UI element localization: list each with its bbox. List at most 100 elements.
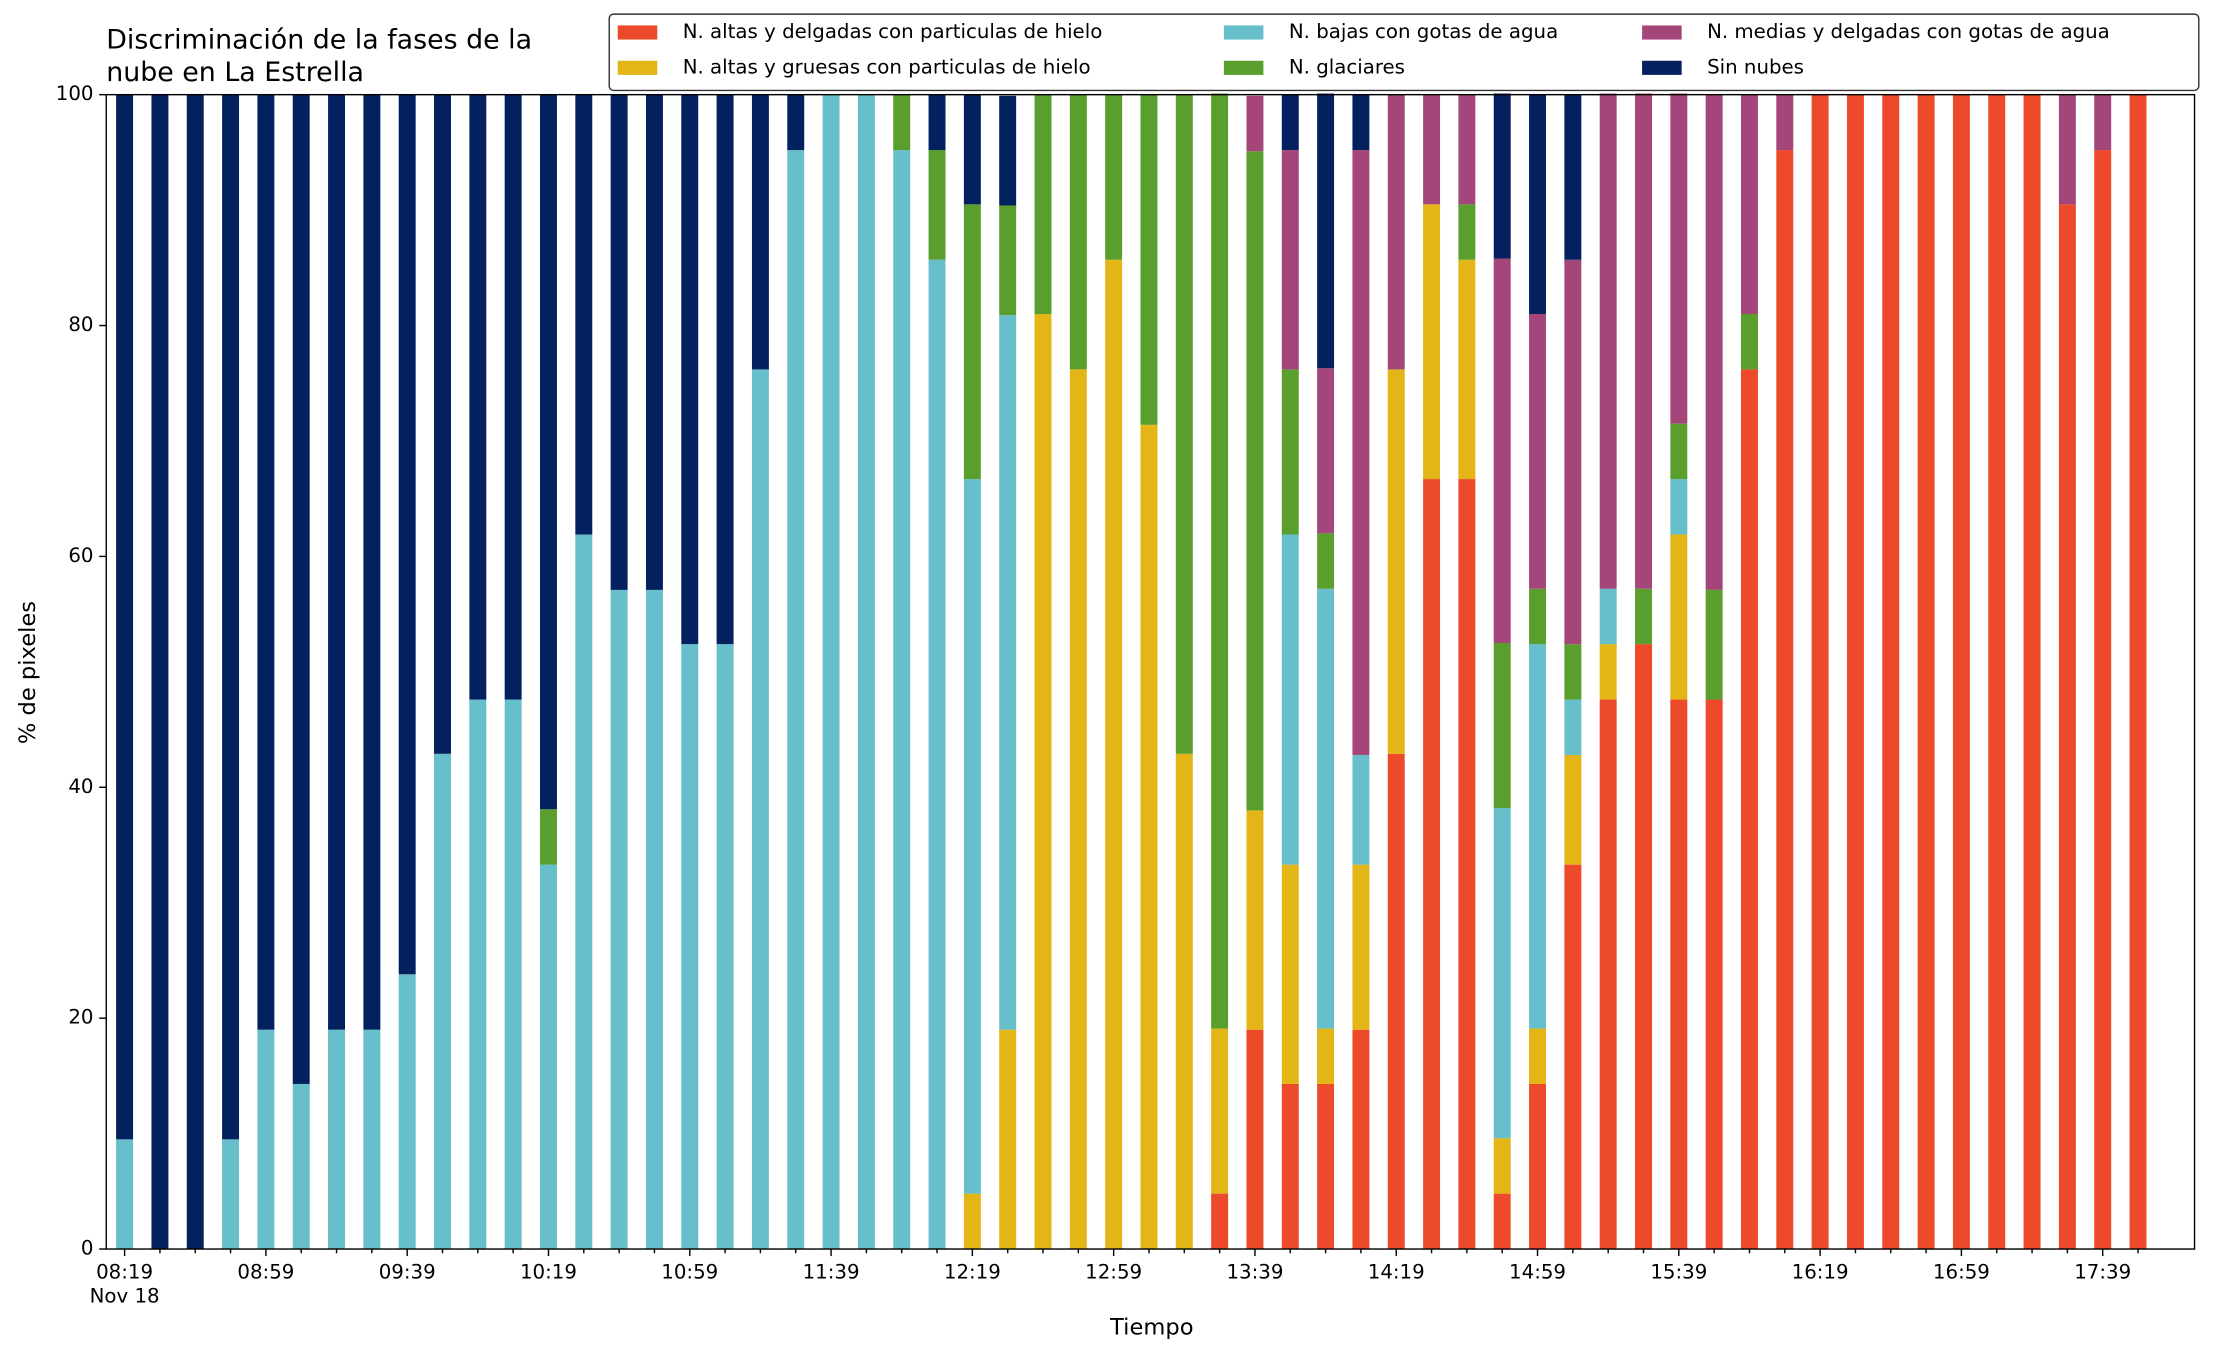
chart-title: nube en La Estrella (106, 57, 364, 88)
bar-segment (1246, 1029, 1264, 1250)
x-axis-title: Tiempo (1109, 1315, 1193, 1341)
x-tick-label: 17:39 (2074, 1261, 2131, 1284)
y-tick-label: 40 (68, 775, 93, 798)
bar-segment (2058, 204, 2076, 1250)
bar-segment (751, 94, 769, 370)
legend-label: Sin nubes (1707, 55, 1804, 78)
bar-segment (1493, 808, 1511, 1139)
bar-segment (1352, 754, 1370, 865)
bar-segment (1493, 642, 1511, 809)
x-tick-label: 12:19 (944, 1261, 1001, 1284)
bar-segment (963, 479, 981, 1194)
bar-segment (2023, 94, 2041, 1250)
bar-segment (1317, 1028, 1335, 1084)
bar-segment (1952, 94, 1970, 1250)
bar-segment (1387, 369, 1405, 754)
bar-segment (540, 94, 557, 810)
bar-segment (1281, 1083, 1299, 1250)
legend-swatch (1642, 25, 1682, 40)
x-tick-label: 11:39 (803, 1261, 860, 1284)
bar-segment (116, 94, 134, 1140)
bar-segment (292, 94, 310, 1084)
x-tick-label: 14:59 (1509, 1261, 1566, 1284)
y-tick-label: 20 (68, 1006, 93, 1029)
bar-segment (1352, 94, 1370, 151)
bar-segment (1493, 1138, 1511, 1194)
bar-segment (999, 315, 1017, 1030)
bar-segment (999, 205, 1017, 316)
bar-segment (2094, 94, 2112, 151)
bar-segment (1776, 150, 1794, 1250)
bar-segment (1705, 589, 1723, 700)
y-tick-label: 60 (68, 544, 93, 567)
bar-segment (1387, 94, 1405, 370)
bar-segment (1140, 424, 1158, 1250)
bar-segment (1034, 313, 1052, 1250)
bar-segment (1670, 534, 1688, 700)
bar-segment (1740, 313, 1758, 370)
x-tick-label: 09:39 (379, 1261, 436, 1284)
legend-label: N. glaciares (1289, 55, 1405, 78)
bar-segment (469, 94, 487, 700)
bar-segment (716, 644, 734, 1250)
bar-segment (1281, 369, 1299, 535)
bar-segment (1988, 94, 2006, 1250)
bar-segment (292, 1083, 310, 1250)
bar-segment (787, 150, 805, 1250)
bar-segment (469, 699, 487, 1250)
bar-segment (2058, 94, 2076, 205)
bar-segment (645, 94, 663, 590)
bar-segment (1034, 94, 1052, 314)
legend-label: N. altas y delgadas con particulas de hi… (683, 20, 1103, 43)
bar-segment (1740, 94, 1758, 314)
bar-segment (681, 94, 699, 645)
x-tick-label: 10:59 (661, 1261, 718, 1284)
legend-swatch (1223, 60, 1264, 75)
bar-segment (1423, 204, 1441, 480)
bar-segment (999, 1029, 1017, 1250)
bar-segment (1211, 93, 1229, 1029)
bar-segment (928, 259, 946, 1250)
x-tick-label: 16:59 (1933, 1261, 1990, 1284)
bar-segment (645, 589, 663, 1250)
bar-segment (1458, 259, 1476, 480)
x-tick-label: 08:19 (96, 1261, 153, 1284)
bar-segment (504, 699, 522, 1250)
legend-swatch (1223, 25, 1264, 40)
bar-segment (1635, 644, 1652, 1250)
bar-segment (1670, 423, 1688, 480)
bar-segment (1069, 94, 1087, 370)
bar-segment (1564, 644, 1582, 700)
bar-segment (893, 94, 911, 151)
bar-segment (1317, 588, 1335, 1029)
legend-label: N. bajas con gotas de agua (1289, 20, 1558, 43)
bar-segment (928, 150, 946, 260)
bar-segment (963, 94, 981, 205)
bar-segment (1317, 533, 1335, 589)
bar-segment (1105, 259, 1123, 1250)
x-tick-label: 12:59 (1085, 1261, 1142, 1284)
bar-segment (1564, 94, 1582, 260)
bar-segment (222, 1139, 240, 1250)
bar-segment (1493, 258, 1511, 643)
legend-swatch (617, 60, 658, 75)
bar-segment (116, 1139, 134, 1250)
bar-segment (1564, 754, 1582, 865)
y-axis-title: % de pixeles (15, 601, 41, 744)
x-tick-label: 14:19 (1368, 1261, 1425, 1284)
x-tick-label: 13:39 (1226, 1261, 1283, 1284)
bar-segment (1529, 1083, 1547, 1250)
bar-segment (1882, 94, 1900, 1250)
bar-segment (1211, 1193, 1229, 1250)
bar-segment (257, 94, 275, 1030)
bar-segment (1458, 94, 1476, 205)
bar-segment (822, 94, 840, 1250)
x-tick-label: 15:39 (1650, 1261, 1707, 1284)
bar-segment (1846, 94, 1864, 1250)
bar-segment (186, 94, 204, 1250)
bar-segment (1211, 1028, 1229, 1194)
bar-segment (1599, 699, 1617, 1250)
bar-segment (681, 644, 699, 1250)
bar-segment (1458, 479, 1476, 1250)
y-tick-label: 100 (56, 82, 94, 105)
